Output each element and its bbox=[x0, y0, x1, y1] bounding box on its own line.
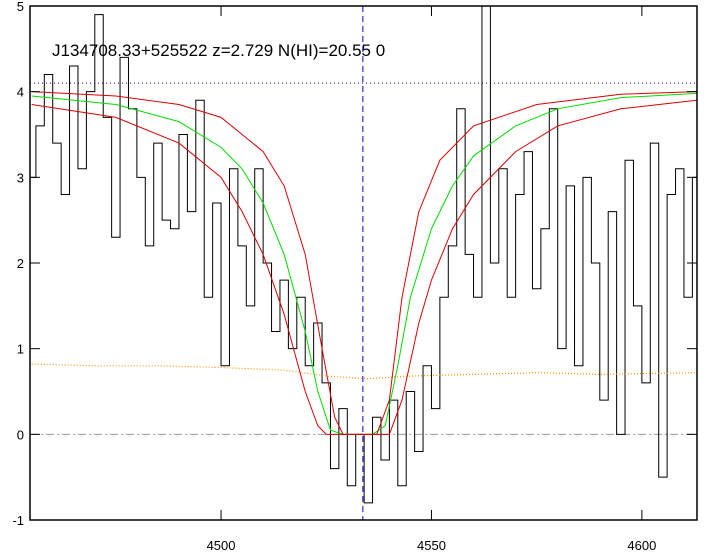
y-tick-label: -1 bbox=[12, 513, 24, 528]
y-tick-label: 3 bbox=[17, 170, 24, 185]
y-tick-label: 5 bbox=[17, 0, 24, 14]
chart-title: J134708.33+525522 z=2.729 N(HI)=20.55 0 bbox=[52, 41, 385, 60]
x-tick-label: 4600 bbox=[627, 538, 656, 553]
series-line bbox=[31, 92, 697, 435]
x-tick-label: 4500 bbox=[207, 538, 236, 553]
y-tick-label: 4 bbox=[17, 85, 24, 100]
y-tick-label: 2 bbox=[17, 256, 24, 271]
series-line bbox=[31, 99, 697, 435]
x-tick-label: 4550 bbox=[417, 538, 446, 553]
series-line bbox=[30, 6, 697, 504]
series-line bbox=[31, 363, 697, 380]
y-tick-label: 1 bbox=[17, 342, 24, 357]
y-tick-label: 0 bbox=[17, 427, 24, 442]
